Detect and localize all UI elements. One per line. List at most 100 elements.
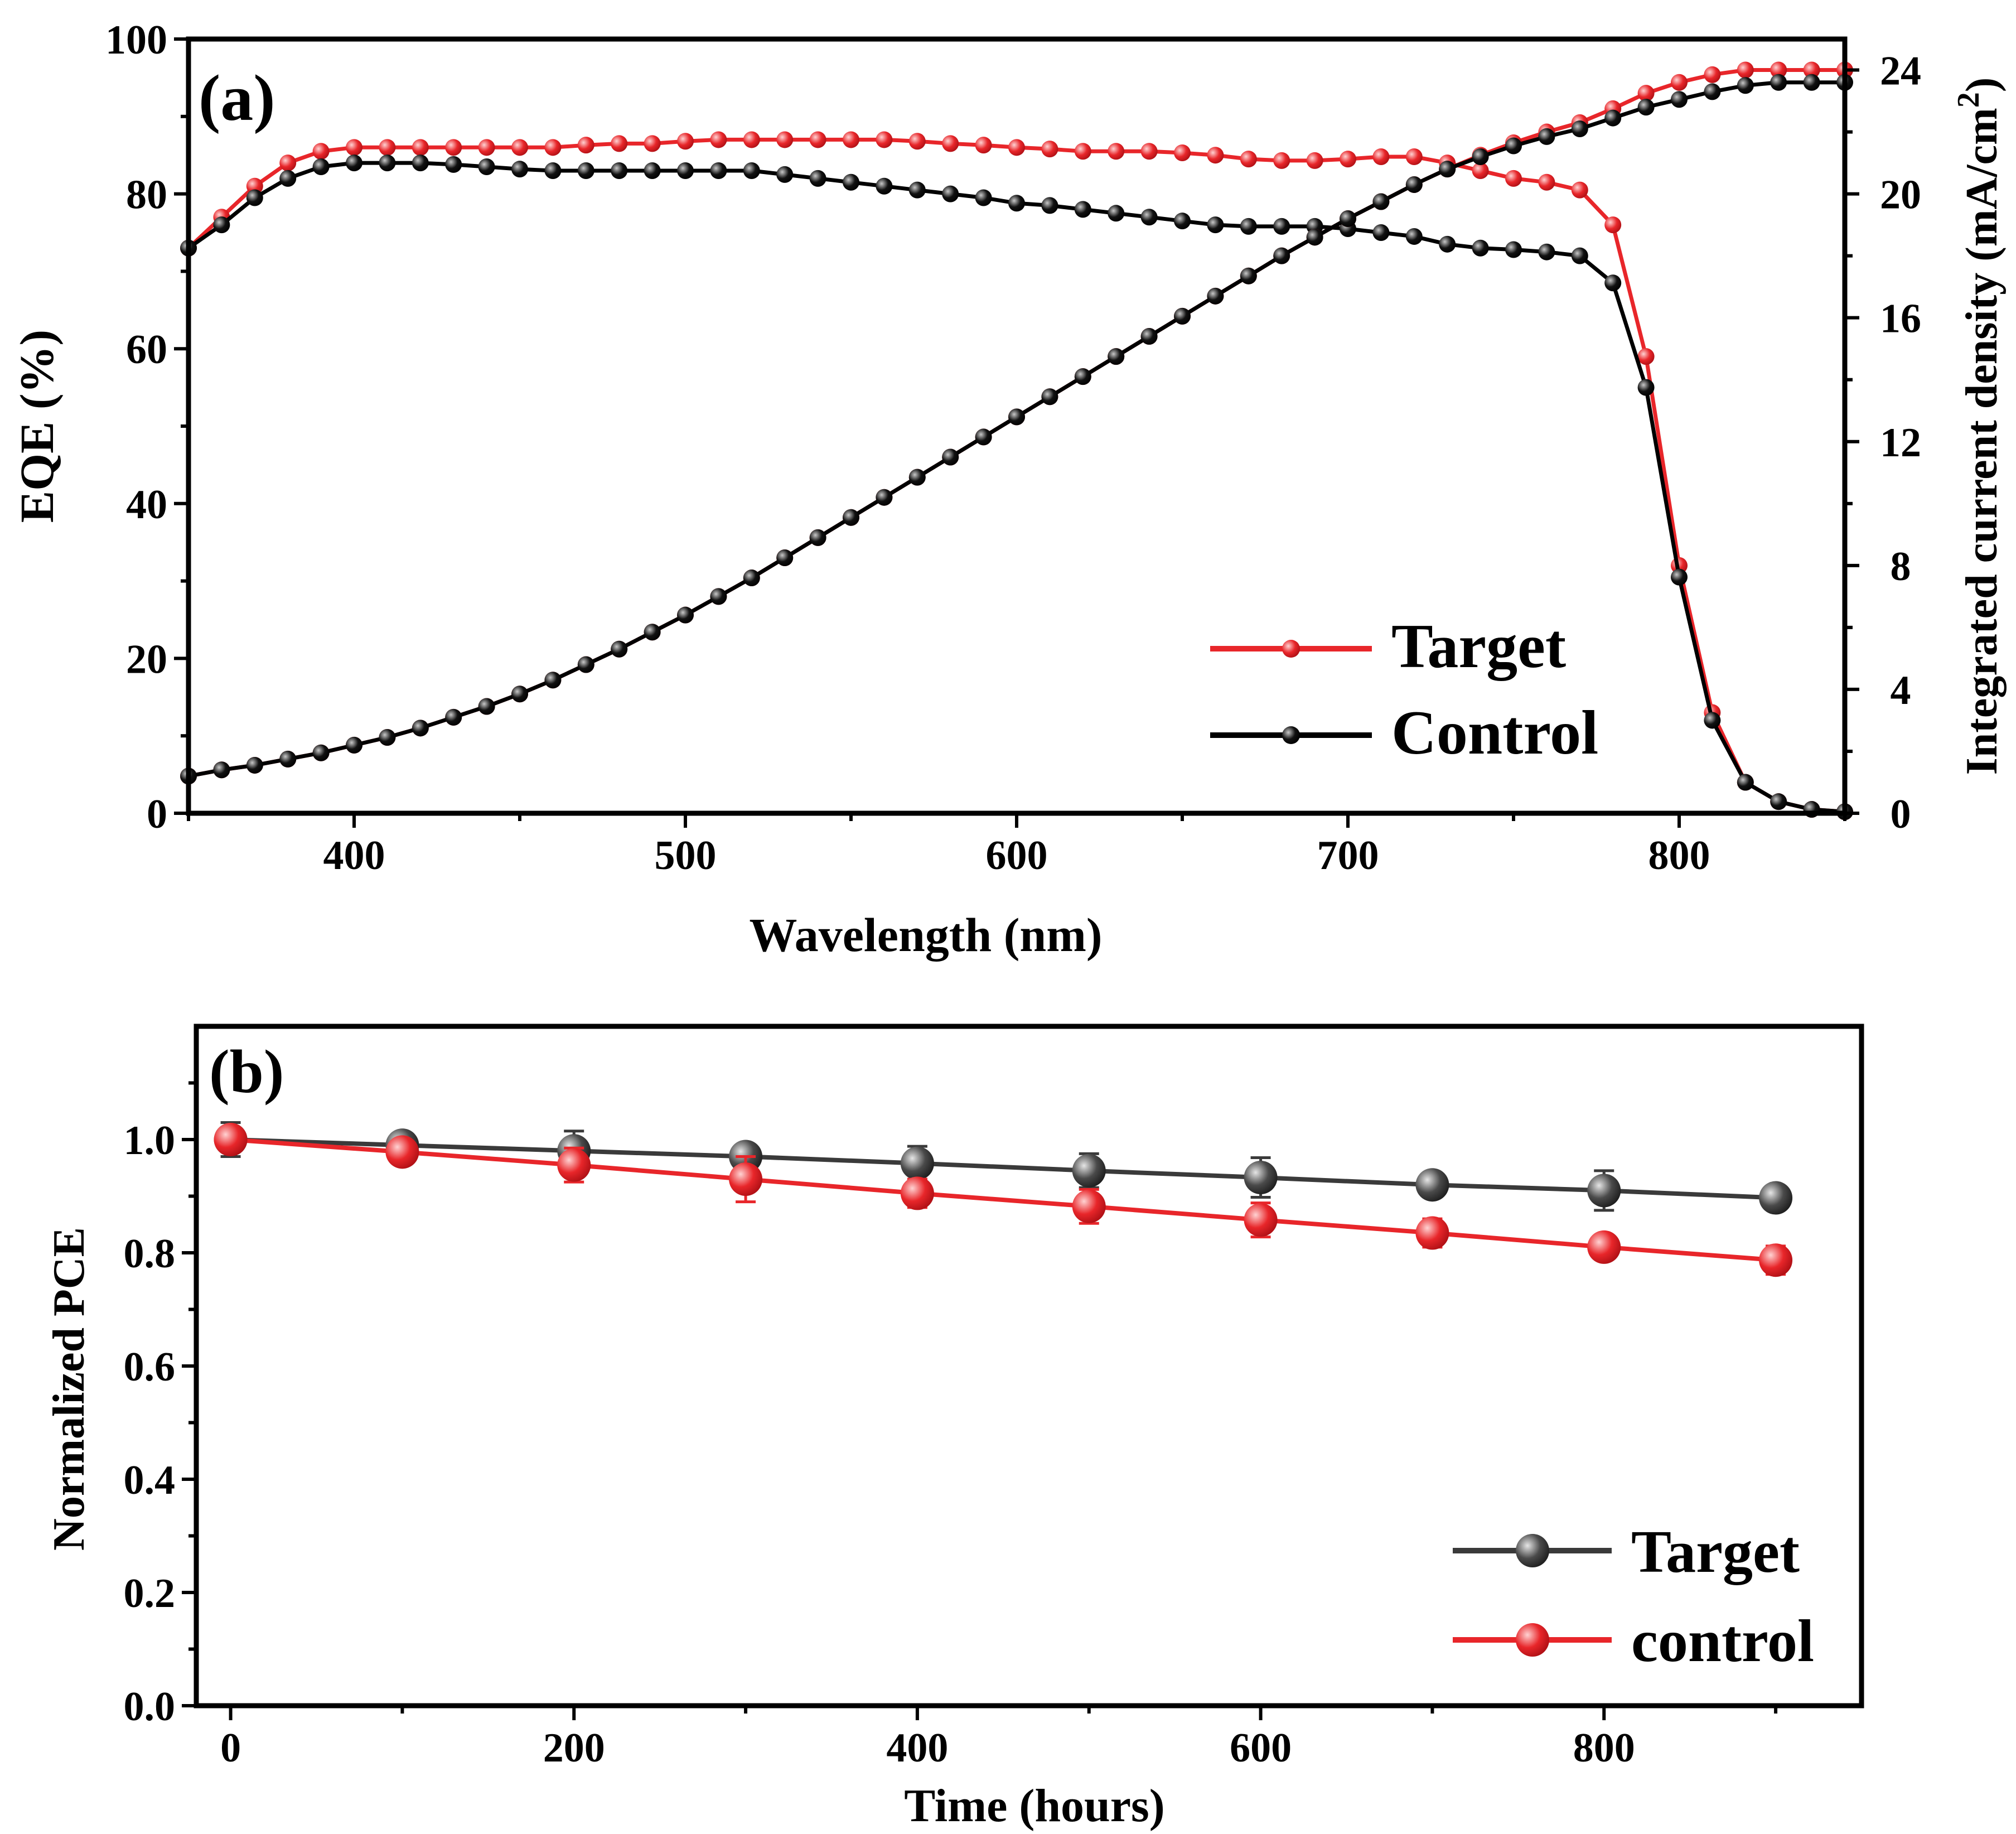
series-target-point xyxy=(1587,1174,1621,1208)
series-control-jsc-point xyxy=(1174,307,1191,325)
x-tick-label-b: 200 xyxy=(543,1725,605,1771)
series-control-jsc-point xyxy=(1770,74,1787,91)
y-tick-label-b: 0.0 xyxy=(124,1684,176,1730)
panel-b-frame xyxy=(194,1024,1864,1708)
series-control-eqe-point xyxy=(1405,228,1423,245)
series-control-eqe-point xyxy=(1174,213,1191,230)
series-control-eqe-point xyxy=(279,170,297,187)
legend-b-target-marker xyxy=(1516,1534,1549,1567)
x-tick-label-b: 800 xyxy=(1573,1725,1635,1771)
series-control-jsc-point xyxy=(1140,327,1158,345)
series-control-jsc-point xyxy=(1637,99,1655,116)
series-control-jsc-point xyxy=(710,588,727,605)
series-control-point xyxy=(1244,1203,1278,1237)
series-target-eqe-point xyxy=(1041,141,1058,158)
panel-b-y-axis-label: Normalized PCE xyxy=(45,1227,94,1551)
series-target-eqe-point xyxy=(1240,151,1257,168)
series-control-eqe-point xyxy=(1571,247,1588,264)
series-control-jsc-point xyxy=(412,720,429,737)
panel-a-series-layer xyxy=(180,61,1853,821)
series-control-jsc-point xyxy=(1108,348,1125,365)
series-control-eqe-point xyxy=(1770,793,1787,810)
series-control-eqe-point xyxy=(412,155,429,172)
series-control-eqe-point xyxy=(1604,274,1622,292)
series-control-eqe-point xyxy=(1372,224,1390,241)
series-control-jsc-point xyxy=(644,624,661,641)
series-target-eqe-point xyxy=(776,131,794,148)
series-control-jsc-point xyxy=(743,569,760,587)
series-target-eqe-point xyxy=(611,135,628,152)
series-control-eqe-point xyxy=(312,158,330,176)
series-target-jsc-point xyxy=(1737,61,1754,79)
series-control-jsc-line xyxy=(188,80,1845,778)
series-target-eqe-point xyxy=(1306,152,1323,169)
series-target-eqe-point xyxy=(908,133,926,150)
series-control-eqe-point xyxy=(1439,235,1456,253)
y-tick-label-a: 40 xyxy=(126,482,167,528)
x-tick-label-a: 700 xyxy=(1317,833,1379,879)
series-target-eqe-point xyxy=(710,131,727,148)
series-control-point xyxy=(214,1123,248,1156)
series-target-eqe-point xyxy=(1008,139,1025,156)
series-control-jsc-point xyxy=(1240,267,1257,284)
legend-b-control-marker xyxy=(1516,1623,1549,1657)
series-target-eqe-point xyxy=(279,155,297,172)
panel-a-y-axis-label: EQE (%) xyxy=(10,330,64,523)
panel-b-series-layer xyxy=(214,1121,1793,1277)
series-control-eqe-point xyxy=(213,216,230,234)
series-target-eqe-point xyxy=(1340,151,1356,168)
series-control-eqe-point xyxy=(776,166,794,183)
series-control-eqe-point xyxy=(1240,218,1257,235)
series-target-eqe-point xyxy=(743,131,760,148)
series-control-eqe-point xyxy=(843,173,859,191)
series-control-eqe-point xyxy=(246,189,263,206)
series-control-eqe-point xyxy=(809,170,826,187)
series-target-eqe-point xyxy=(445,139,462,156)
series-target-eqe-point xyxy=(511,139,528,156)
panel-b-x-axis-label: Time (hours) xyxy=(904,1780,1164,1832)
series-control-jsc-point xyxy=(1704,83,1721,100)
series-control-jsc-point xyxy=(1439,161,1456,178)
series-target-eqe-point xyxy=(577,137,594,154)
series-control-point xyxy=(1415,1216,1449,1250)
series-control-point xyxy=(557,1148,591,1182)
legend-target-label: Target xyxy=(1391,612,1566,681)
series-control-jsc-point xyxy=(809,529,826,546)
series-control-eqe-point xyxy=(445,156,462,173)
series-control-eqe-point xyxy=(1671,568,1688,586)
series-target-eqe-point xyxy=(942,135,959,152)
series-control-eqe-point xyxy=(710,162,727,179)
series-control-eqe-point xyxy=(876,177,893,195)
legend-item-b-control: control xyxy=(1453,1608,1814,1674)
series-control-point xyxy=(385,1135,419,1169)
series-target-eqe-point xyxy=(1505,170,1522,187)
series-target-jsc-point xyxy=(1637,85,1655,102)
series-control-eqe-point xyxy=(1207,216,1224,234)
panel-b: 0 200 400 600 800 0.0 0.2 0.4 0.6 0.8 1.0 (b) Time… xyxy=(45,1024,1864,1832)
series-control-jsc-point xyxy=(1671,91,1688,108)
y-tick-label-b: 0.8 xyxy=(124,1231,176,1277)
x-tick-label-b: 400 xyxy=(886,1725,948,1771)
series-control-jsc-point xyxy=(1472,148,1489,165)
x-tick-label-b: 0 xyxy=(220,1725,241,1771)
series-control-jsc-point xyxy=(1273,247,1290,264)
series-control-point xyxy=(900,1176,934,1210)
series-target-eqe-point xyxy=(1207,147,1224,164)
y-tick-label-a: 60 xyxy=(126,327,167,373)
x-tick-label-a: 400 xyxy=(323,833,385,879)
legend-b-control-label: control xyxy=(1631,1608,1814,1674)
series-target-point xyxy=(900,1146,934,1180)
series-control-jsc-point xyxy=(1306,229,1323,246)
series-target-eqe-point xyxy=(975,137,992,154)
x-tick-label-b: 600 xyxy=(1230,1725,1292,1771)
series-control-jsc-point xyxy=(379,728,396,746)
panel-a-y2-label-sup: 2 xyxy=(1951,92,1986,108)
series-control-eqe-point xyxy=(677,162,694,179)
series-control-jsc-point xyxy=(1207,287,1224,305)
series-target-point xyxy=(1759,1181,1793,1215)
series-target-eqe-point xyxy=(1074,143,1091,160)
legend-item-b-target: Target xyxy=(1453,1519,1800,1585)
panel-a-label: (a) xyxy=(199,61,275,134)
series-control-jsc-point xyxy=(312,744,330,761)
